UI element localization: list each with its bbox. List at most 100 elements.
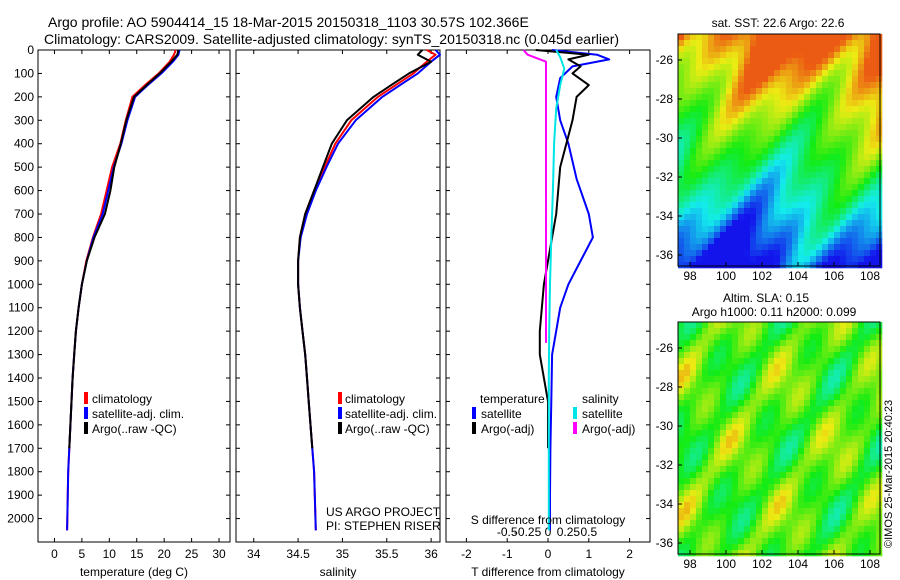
map-cell xyxy=(738,478,745,485)
map-cell xyxy=(852,346,859,353)
map-cell xyxy=(774,400,781,407)
map-cell xyxy=(726,76,733,83)
map-cell xyxy=(852,130,859,137)
map-cell xyxy=(792,328,799,335)
map-cell xyxy=(702,526,709,533)
map-cell xyxy=(744,202,751,209)
map-cell xyxy=(690,514,697,521)
map-cell xyxy=(690,412,697,419)
map-cell xyxy=(864,382,871,389)
map-cell xyxy=(768,70,775,77)
series-line-satellite-adj-clim xyxy=(297,49,441,531)
map-cell xyxy=(762,496,769,503)
series-line-salinity-argo-adj xyxy=(522,49,547,343)
map-cell xyxy=(822,112,829,119)
map-cell xyxy=(708,46,715,53)
map-cell xyxy=(816,82,823,89)
map-cell xyxy=(678,550,685,557)
map-cell xyxy=(690,76,697,83)
map-cell xyxy=(792,178,799,185)
map-cell xyxy=(702,472,709,479)
map-cell xyxy=(714,94,721,101)
map-cell xyxy=(750,100,757,107)
map-cell xyxy=(780,496,787,503)
map-cell xyxy=(684,358,691,365)
map-cell xyxy=(798,340,805,347)
map-cell xyxy=(774,130,781,137)
map-cell xyxy=(798,454,805,461)
map-cell xyxy=(822,148,829,155)
map-cell xyxy=(738,376,745,383)
map-cell xyxy=(696,184,703,191)
map-cell xyxy=(678,544,685,551)
map-cell xyxy=(744,154,751,161)
map-cell xyxy=(732,64,739,71)
map-cell xyxy=(864,124,871,131)
map-cell xyxy=(690,196,697,203)
map-cell xyxy=(756,322,763,329)
map-cell xyxy=(816,526,823,533)
map-cell xyxy=(756,502,763,509)
map-cell xyxy=(810,514,817,521)
map-cell xyxy=(720,46,727,53)
map-cell xyxy=(738,46,745,53)
map-cell xyxy=(684,250,691,257)
map-cell xyxy=(816,154,823,161)
map-cell xyxy=(768,94,775,101)
map-cell xyxy=(720,40,727,47)
map-cell xyxy=(726,538,733,545)
map-cell xyxy=(822,334,829,341)
map-cell xyxy=(744,244,751,251)
map-cell xyxy=(708,148,715,155)
map-cell xyxy=(858,196,865,203)
map-cell xyxy=(816,58,823,65)
map-cell xyxy=(810,484,817,491)
s-tick-label: -0.5 xyxy=(497,525,518,539)
map-cell xyxy=(834,256,841,263)
map-cell xyxy=(756,430,763,437)
map-cell xyxy=(858,496,865,503)
map-cell xyxy=(738,190,745,197)
map-cell xyxy=(756,172,763,179)
series-line-temperature-satellite xyxy=(549,49,611,531)
x-tick-label: 30 xyxy=(212,547,226,561)
map-cell xyxy=(846,418,853,425)
map-cell xyxy=(816,340,823,347)
map-cell xyxy=(816,538,823,545)
map-cell xyxy=(780,550,787,557)
map-cell xyxy=(846,148,853,155)
map-cell xyxy=(852,460,859,467)
map-cell xyxy=(864,76,871,83)
map-cell xyxy=(870,118,877,125)
map-cell xyxy=(846,394,853,401)
map-cell xyxy=(696,532,703,539)
map-cell xyxy=(678,106,685,113)
map-cell xyxy=(768,472,775,479)
map-cell xyxy=(732,88,739,95)
map-cell xyxy=(846,142,853,149)
x-tick-label: 1 xyxy=(585,547,592,561)
map-cell xyxy=(852,358,859,365)
map-cell xyxy=(822,472,829,479)
map-cell xyxy=(732,472,739,479)
map-cell xyxy=(822,532,829,539)
map-cell xyxy=(750,94,757,101)
map-cell xyxy=(762,430,769,437)
map-cell xyxy=(864,256,871,263)
map-cell xyxy=(762,148,769,155)
map-cell xyxy=(834,328,841,335)
map-cell xyxy=(708,334,715,341)
map-cell xyxy=(726,82,733,89)
map-cell xyxy=(828,136,835,143)
map-cell xyxy=(876,262,883,269)
sst-map-title: sat. SST: 22.6 Argo: 22.6 xyxy=(712,16,845,30)
map-cell xyxy=(714,160,721,167)
map-cell xyxy=(792,232,799,239)
map-cell xyxy=(744,532,751,539)
map-cell xyxy=(714,478,721,485)
map-cell xyxy=(804,382,811,389)
map-cell xyxy=(726,58,733,65)
map-cell xyxy=(804,472,811,479)
map-cell xyxy=(816,196,823,203)
map-cell xyxy=(780,166,787,173)
